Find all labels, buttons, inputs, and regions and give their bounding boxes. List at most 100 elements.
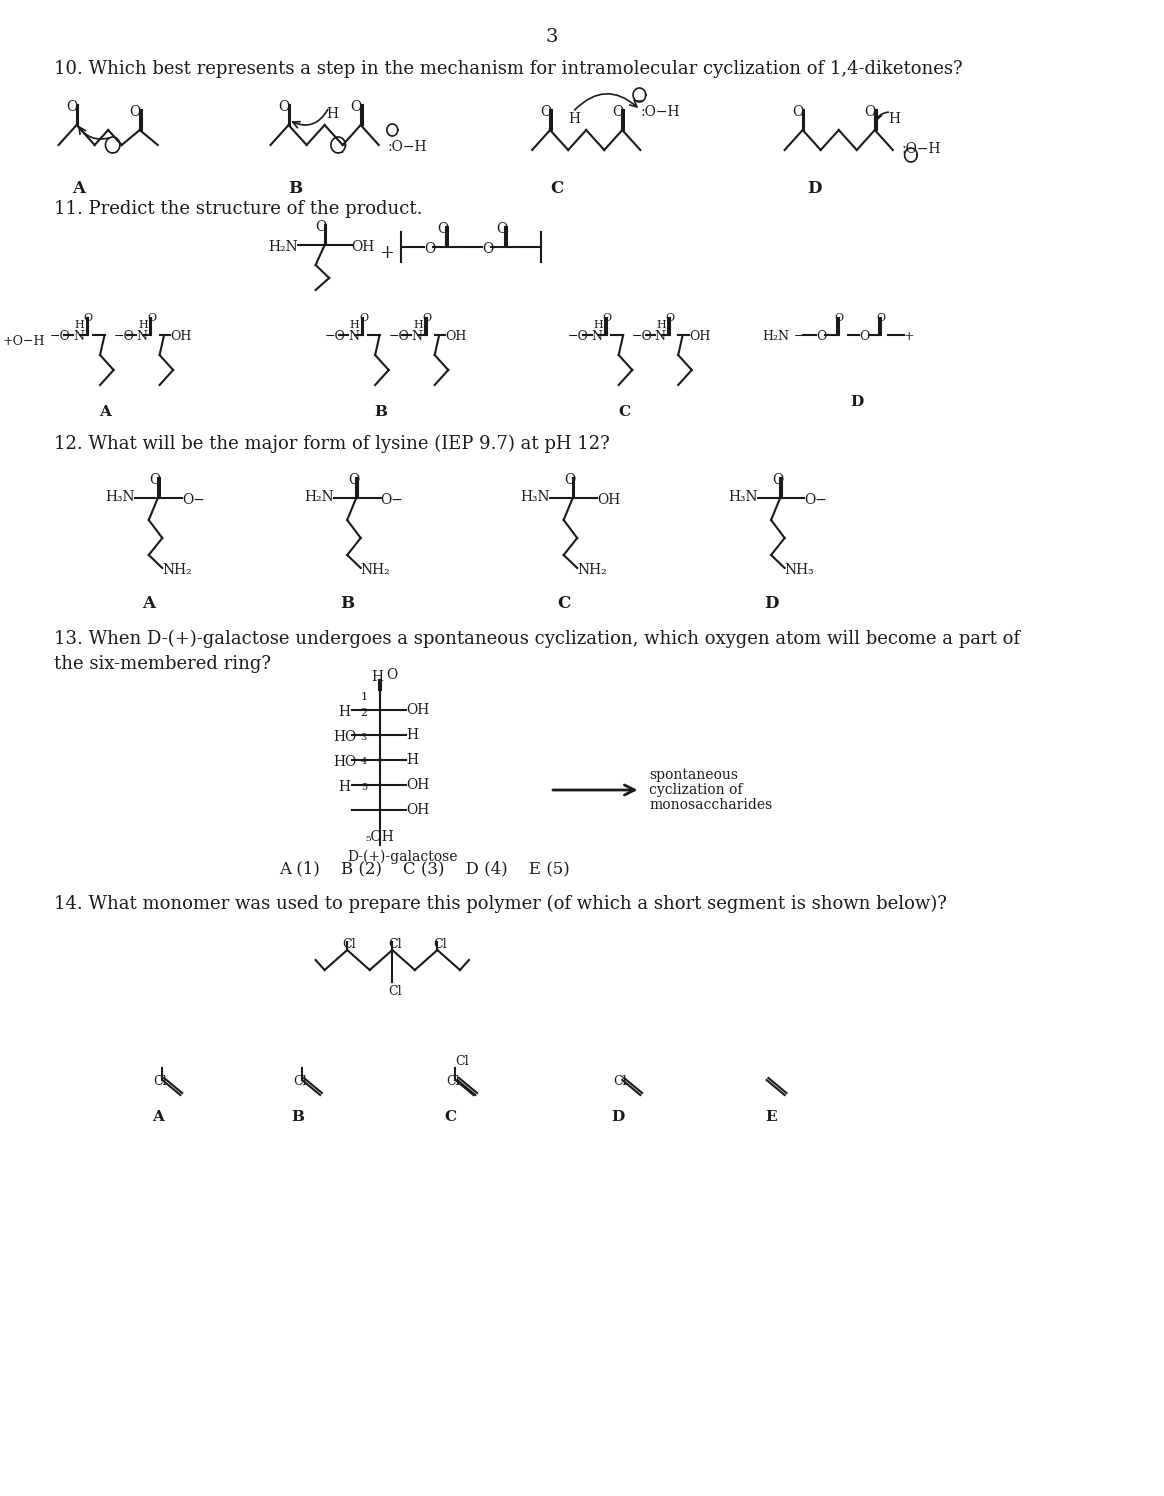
Text: +: + <box>378 244 393 262</box>
Text: monosaccharides: monosaccharides <box>650 797 773 812</box>
Text: H: H <box>568 112 580 126</box>
Text: −O: −O <box>50 331 71 343</box>
Text: −: − <box>907 159 915 168</box>
Text: −O: −O <box>389 331 410 343</box>
Text: −O: −O <box>114 331 135 343</box>
Text: O: O <box>496 221 508 236</box>
Text: A: A <box>151 1110 164 1123</box>
Text: H: H <box>139 320 148 331</box>
Text: −: − <box>794 331 804 343</box>
Text: H: H <box>326 108 339 121</box>
Text: O: O <box>386 669 397 682</box>
Text: 10. Which best represents a step in the mechanism for intramolecular cyclization: 10. Which best represents a step in the … <box>54 60 963 78</box>
Text: Cl: Cl <box>447 1076 460 1088</box>
Text: Cl: Cl <box>154 1076 166 1088</box>
Text: A: A <box>100 405 112 419</box>
Text: −O: −O <box>632 331 653 343</box>
Text: N: N <box>73 331 84 343</box>
Text: H: H <box>406 729 418 742</box>
Text: O: O <box>603 313 611 323</box>
Text: Cl: Cl <box>342 938 356 951</box>
Text: H: H <box>350 320 360 331</box>
Text: cyclization of: cyclization of <box>650 782 743 797</box>
Text: O: O <box>666 313 675 323</box>
Text: E: E <box>765 1110 776 1123</box>
Text: −O: −O <box>325 331 346 343</box>
Text: 14. What monomer was used to prepare this polymer (of which a short segment is s: 14. What monomer was used to prepare thi… <box>54 895 947 913</box>
Text: 3: 3 <box>546 28 559 46</box>
Text: O: O <box>149 473 161 488</box>
Text: N: N <box>591 331 603 343</box>
Text: H: H <box>406 752 418 767</box>
Text: D: D <box>764 595 779 612</box>
Text: NH₂: NH₂ <box>162 562 192 577</box>
Text: 2: 2 <box>361 708 368 718</box>
Text: H: H <box>656 320 666 331</box>
Text: H: H <box>888 112 900 126</box>
Text: Cl: Cl <box>388 938 402 951</box>
Text: D: D <box>611 1110 624 1123</box>
Text: O: O <box>859 331 870 343</box>
Text: OH: OH <box>352 239 375 254</box>
Text: −O: −O <box>568 331 589 343</box>
Text: O: O <box>612 105 624 120</box>
Text: Cl: Cl <box>293 1076 306 1088</box>
Text: D: D <box>807 180 822 197</box>
Text: O: O <box>350 100 362 114</box>
Text: C: C <box>618 405 630 419</box>
Text: 4: 4 <box>361 757 367 766</box>
Text: C: C <box>445 1110 457 1123</box>
Text: O−: O− <box>804 494 828 507</box>
Text: B: B <box>289 180 303 197</box>
Text: O: O <box>147 313 156 323</box>
Text: H: H <box>339 779 350 794</box>
Text: −: − <box>334 148 343 159</box>
Text: O: O <box>424 242 435 256</box>
Text: B: B <box>291 1110 304 1123</box>
Text: H₂N: H₂N <box>762 331 789 343</box>
Text: the six-membered ring?: the six-membered ring? <box>54 655 271 673</box>
Text: 12. What will be the major form of lysine (IEP 9.7) at pH 12?: 12. What will be the major form of lysin… <box>54 435 610 453</box>
Text: OH: OH <box>406 703 430 717</box>
Text: O: O <box>129 105 141 120</box>
Text: +O−H: +O−H <box>2 335 45 349</box>
Text: H₃N: H₃N <box>520 491 551 504</box>
Text: H₂N: H₂N <box>268 239 298 254</box>
Text: A: A <box>142 595 155 612</box>
Text: +: + <box>903 331 914 343</box>
Text: O: O <box>876 313 886 323</box>
Text: N: N <box>654 331 666 343</box>
Text: OH: OH <box>406 803 430 817</box>
Text: O: O <box>359 313 368 323</box>
Text: B: B <box>374 405 388 419</box>
Text: O−: O− <box>182 494 205 507</box>
Text: ₅OH: ₅OH <box>365 830 393 844</box>
Text: O: O <box>835 313 844 323</box>
Text: O: O <box>278 100 290 114</box>
Text: H: H <box>594 320 603 331</box>
Text: C: C <box>558 595 570 612</box>
Text: HO: HO <box>334 730 357 744</box>
Text: H: H <box>74 320 85 331</box>
Text: A (1)    B (2)    C (3)    D (4)    E (5): A (1) B (2) C (3) D (4) E (5) <box>279 860 570 877</box>
Text: spontaneous: spontaneous <box>650 767 738 782</box>
Text: N: N <box>411 331 423 343</box>
Text: NH₂: NH₂ <box>361 562 390 577</box>
Text: H₂N: H₂N <box>304 491 334 504</box>
Text: O: O <box>315 220 327 233</box>
Text: :O−H: :O−H <box>640 105 680 120</box>
Text: O: O <box>84 313 93 323</box>
Text: 1: 1 <box>361 693 368 702</box>
Text: −: − <box>636 97 644 106</box>
Text: O: O <box>540 105 552 120</box>
Text: OH: OH <box>689 331 710 343</box>
Text: A: A <box>72 180 85 197</box>
Text: 11. Predict the structure of the product.: 11. Predict the structure of the product… <box>54 200 423 218</box>
Text: OH: OH <box>446 331 467 343</box>
Text: H₃N: H₃N <box>728 491 758 504</box>
Text: Cl: Cl <box>433 938 447 951</box>
Text: −: − <box>109 148 119 159</box>
Text: NH₃: NH₃ <box>785 562 815 577</box>
Text: C: C <box>551 180 563 197</box>
Text: :O−H: :O−H <box>902 142 942 156</box>
